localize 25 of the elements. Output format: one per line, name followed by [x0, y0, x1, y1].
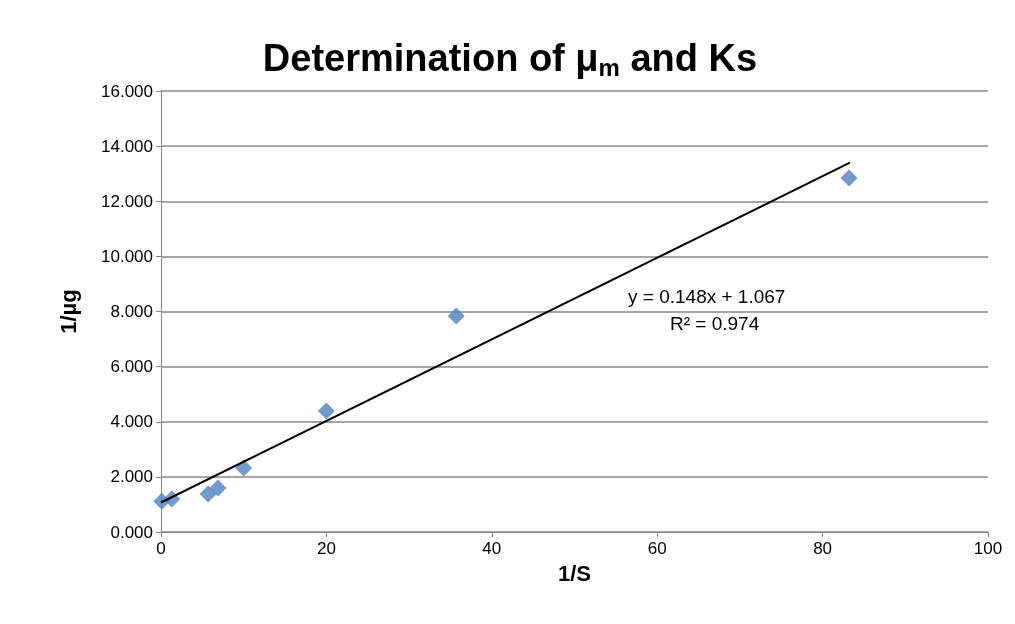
y-tick-label: 14.000 [101, 136, 153, 156]
x-axis-title: 1/S [557, 560, 592, 586]
y-tick-label: 2.000 [110, 467, 153, 487]
y-tick-label: 6.000 [110, 357, 153, 377]
x-tick-label: 80 [813, 539, 833, 558]
y-tick-label: 4.000 [110, 412, 153, 432]
y-axis-title: 1/µg [55, 289, 81, 334]
x-tick-label: 0 [156, 539, 166, 558]
y-tick-label: 12.000 [101, 191, 153, 211]
point [317, 402, 335, 420]
y-tick-label: 0.000 [110, 522, 153, 542]
y-tick-label: 10.000 [101, 246, 153, 266]
point [235, 459, 253, 477]
point [840, 169, 858, 187]
annotation: R² = 0.974 [670, 313, 760, 334]
annotation: y = 0.148x + 1.067 [628, 286, 786, 307]
y-tick-label: 8.000 [110, 302, 153, 321]
y-tick-label: 16.000 [101, 81, 153, 101]
point [447, 307, 465, 325]
x-tick-label: 60 [647, 539, 667, 558]
point [209, 479, 227, 497]
point [199, 485, 217, 503]
x-tick-label: 20 [316, 539, 336, 558]
x-tick-label: 40 [482, 539, 502, 558]
x-tick-label: 100 [973, 539, 1003, 558]
